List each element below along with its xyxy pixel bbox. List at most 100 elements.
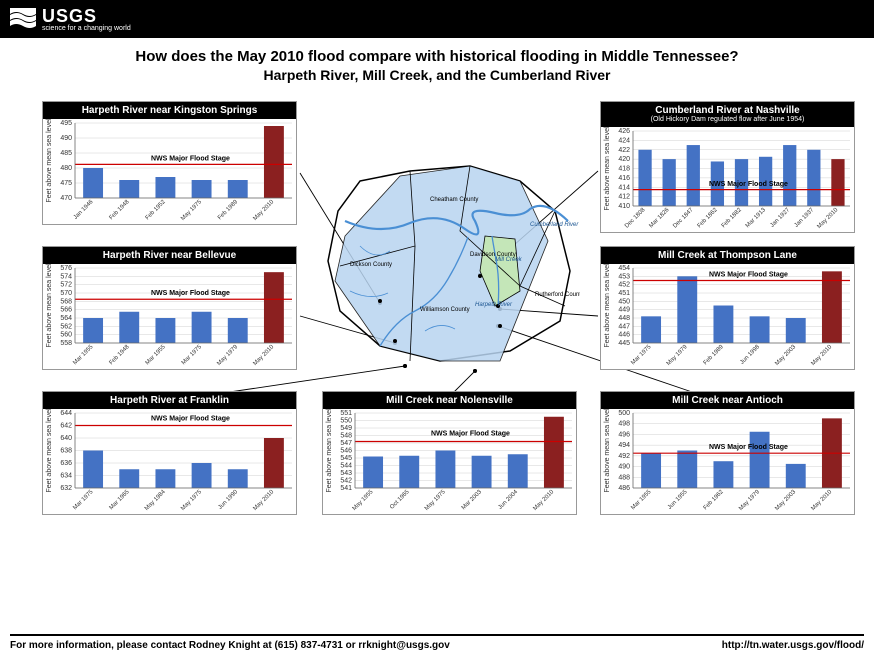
x-label: Mar 1975: [630, 344, 653, 367]
river-label: Harpeth River: [475, 302, 513, 308]
svg-text:485: 485: [60, 150, 72, 157]
chart-title: Mill Creek at Thompson Lane: [601, 247, 854, 264]
svg-text:446: 446: [618, 332, 630, 339]
x-label: May 2010: [252, 199, 275, 222]
x-label: Dec 1808: [624, 206, 647, 229]
bar: [713, 306, 733, 344]
svg-text:480: 480: [60, 165, 72, 172]
bar: [264, 126, 284, 198]
chart-body: 541542543544545546547548549550551NWS Maj…: [323, 409, 578, 514]
x-label: Dec 1847: [672, 206, 695, 229]
x-label: Mar 1826: [648, 206, 671, 229]
svg-text:642: 642: [60, 423, 72, 430]
chart-body: 445446447448449450451452453454NWS Major …: [601, 264, 856, 369]
y-label: Feet above mean sea level: [46, 119, 53, 203]
bar: [264, 438, 284, 488]
bar: [677, 276, 697, 343]
x-label: Mar 1913: [745, 206, 768, 229]
bar: [83, 451, 103, 489]
svg-text:414: 414: [618, 184, 630, 191]
svg-text:451: 451: [618, 290, 630, 297]
x-label: Jun 2004: [497, 489, 519, 511]
x-label: Mar 1955: [145, 344, 168, 367]
county-label: Cheatham County: [430, 197, 478, 203]
footer: For more information, please contact Rod…: [10, 634, 864, 651]
svg-text:500: 500: [618, 410, 630, 417]
x-label: Jan 1946: [73, 199, 95, 221]
map-area: Cheatham CountyDickson CountyDavidson Co…: [320, 151, 580, 371]
svg-text:453: 453: [618, 273, 630, 280]
x-label: May 2010: [532, 489, 555, 512]
bar: [641, 453, 661, 488]
bar: [677, 451, 697, 489]
x-label: Jan 1927: [769, 206, 791, 228]
svg-text:576: 576: [60, 265, 72, 272]
x-label: Feb 1862: [697, 206, 720, 229]
svg-text:447: 447: [618, 323, 630, 330]
svg-text:495: 495: [60, 120, 72, 127]
svg-text:566: 566: [60, 307, 72, 314]
bar: [155, 469, 175, 488]
x-label: May 2010: [810, 344, 833, 367]
x-label: May 2003: [774, 489, 797, 512]
svg-text:498: 498: [618, 421, 630, 428]
y-label: Feet above mean sea level: [604, 409, 611, 493]
svg-text:549: 549: [340, 425, 352, 432]
bar: [508, 454, 528, 488]
svg-text:488: 488: [618, 474, 630, 481]
x-label: May 1984: [144, 489, 167, 512]
svg-text:492: 492: [618, 453, 630, 460]
bar: [192, 180, 212, 198]
svg-text:560: 560: [60, 332, 72, 339]
svg-text:634: 634: [60, 473, 72, 480]
x-label: Jun 1990: [217, 489, 239, 511]
x-label: May 1975: [424, 489, 447, 512]
chart-title: Harpeth River near Kingston Springs: [43, 102, 296, 119]
chart-harpeth-franklin: Harpeth River at Franklin632634636638640…: [42, 391, 297, 515]
bar: [544, 417, 564, 488]
x-label: Mar 1975: [72, 489, 95, 512]
chart-title: Cumberland River at Nashville(Old Hickor…: [601, 102, 854, 127]
x-label: May 1979: [216, 344, 239, 367]
svg-text:490: 490: [60, 135, 72, 142]
chart-title: Harpeth River near Bellevue: [43, 247, 296, 264]
svg-text:564: 564: [60, 315, 72, 322]
bar: [228, 469, 248, 488]
river-label: Cumberland River: [530, 222, 579, 228]
svg-text:572: 572: [60, 282, 72, 289]
bar: [192, 463, 212, 488]
chart-title: Harpeth River at Franklin: [43, 392, 296, 409]
bar: [822, 271, 842, 343]
bar: [228, 180, 248, 198]
x-label: Feb 1948: [108, 199, 131, 222]
x-label: Jun 1998: [739, 344, 761, 366]
chart-body: 410412414416418420422424426NWS Major Flo…: [601, 127, 856, 232]
bar: [192, 312, 212, 343]
svg-text:551: 551: [340, 410, 352, 417]
svg-text:558: 558: [60, 340, 72, 347]
logo-text: USGS: [42, 6, 131, 27]
svg-text:418: 418: [618, 165, 630, 172]
svg-text:570: 570: [60, 290, 72, 297]
county-label: Williamson County: [420, 307, 470, 313]
main-title: How does the May 2010 flood compare with…: [0, 48, 874, 65]
svg-text:632: 632: [60, 485, 72, 492]
flood-stage-label: NWS Major Flood Stage: [709, 444, 788, 451]
x-label: May 1975: [180, 199, 203, 222]
map-svg: Cheatham CountyDickson CountyDavidson Co…: [320, 151, 580, 371]
leader-line: [453, 371, 475, 393]
flood-stage-label: NWS Major Flood Stage: [709, 181, 788, 188]
tagline: science for a changing world: [42, 25, 131, 32]
bar: [750, 316, 770, 343]
x-label: Oct 1965: [389, 489, 411, 511]
svg-text:542: 542: [340, 478, 352, 485]
x-label: Mar 1955: [72, 344, 95, 367]
x-label: Mar 1975: [181, 344, 204, 367]
flood-stage-label: NWS Major Flood Stage: [431, 431, 510, 438]
chart-title: Mill Creek near Antioch: [601, 392, 854, 409]
svg-text:410: 410: [618, 203, 630, 210]
x-label: May 2003: [774, 344, 797, 367]
svg-text:568: 568: [60, 298, 72, 305]
x-label: May 1979: [738, 489, 761, 512]
bar: [119, 180, 139, 198]
